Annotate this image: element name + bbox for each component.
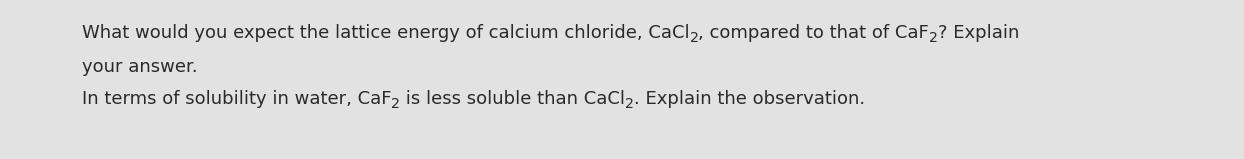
Text: is less soluble than CaCl: is less soluble than CaCl	[401, 90, 626, 108]
Text: your answer.: your answer.	[82, 58, 198, 76]
Text: 2: 2	[929, 31, 938, 45]
Text: ? Explain: ? Explain	[938, 24, 1020, 42]
Text: . Explain the observation.: . Explain the observation.	[634, 90, 866, 108]
Text: In terms of solubility in water, CaF: In terms of solubility in water, CaF	[82, 90, 392, 108]
Text: What would you expect the lattice energy of calcium chloride, CaCl: What would you expect the lattice energy…	[82, 24, 689, 42]
Text: 2: 2	[392, 97, 401, 111]
Text: 2: 2	[689, 31, 698, 45]
Text: , compared to that of CaF: , compared to that of CaF	[698, 24, 929, 42]
Text: 2: 2	[626, 97, 634, 111]
